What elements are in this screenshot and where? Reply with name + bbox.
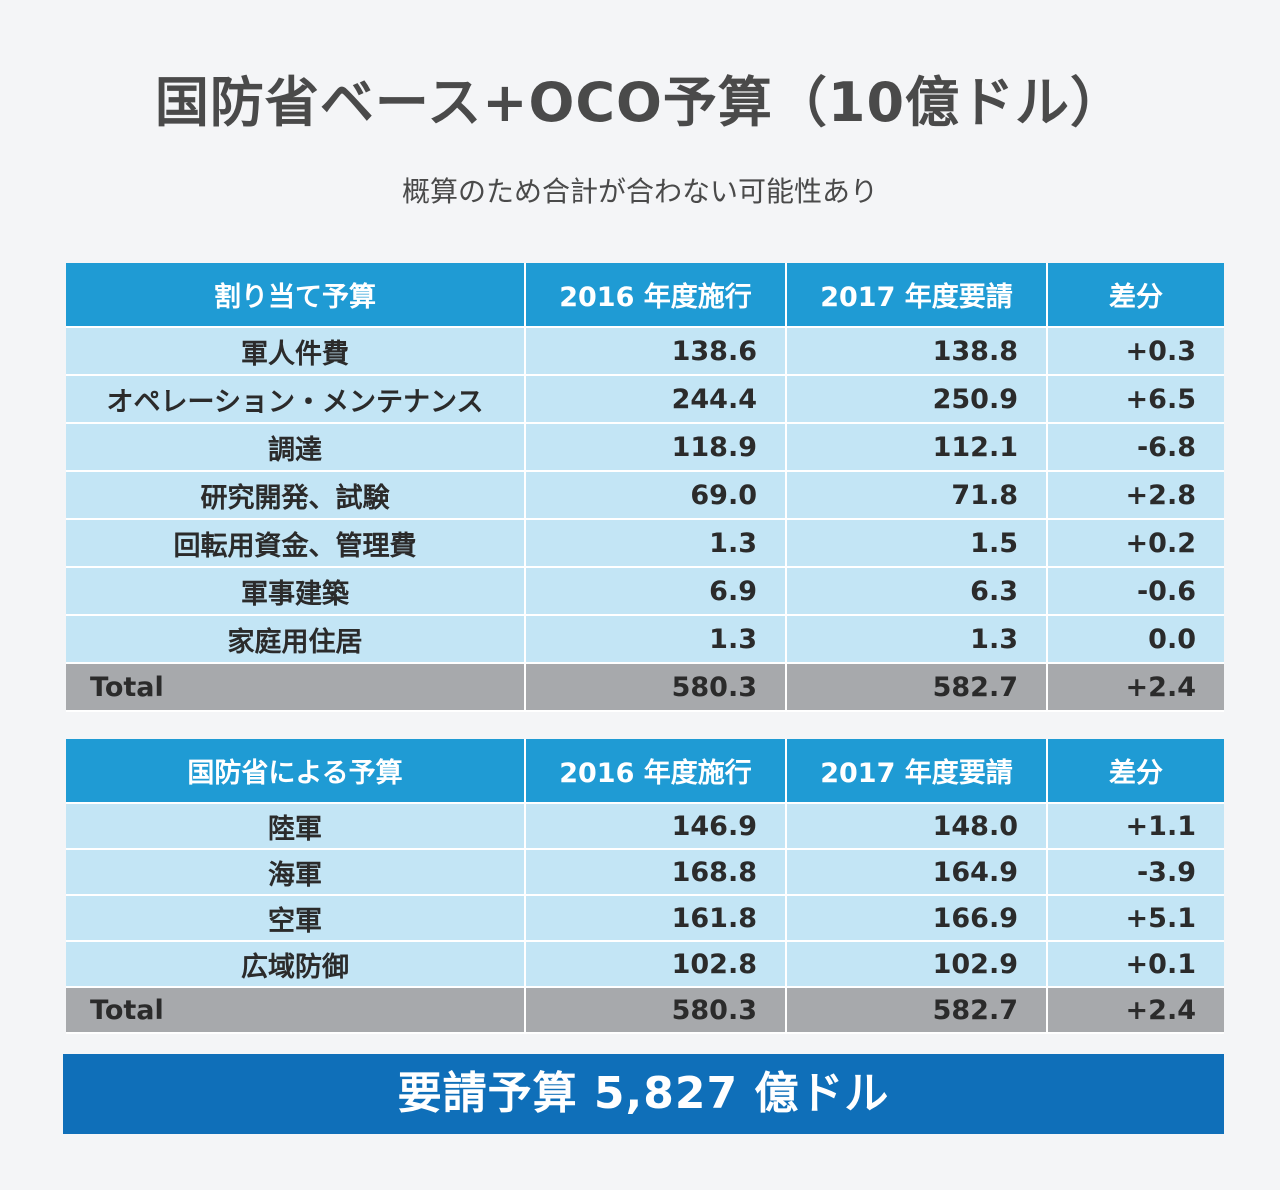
fy2017-value: 1.5 <box>785 518 1048 568</box>
difference-value: +0.1 <box>1046 940 1224 988</box>
fy2016-value: 168.8 <box>524 848 787 896</box>
row-label: 家庭用住居 <box>66 614 526 664</box>
fy2016-value: 69.0 <box>524 470 787 520</box>
table-row: 調達 118.9 112.1 -6.8 <box>66 422 1224 472</box>
header-category: 国防省による予算 <box>66 739 526 803</box>
fy2017-value: 1.3 <box>785 614 1048 664</box>
total-label: Total <box>66 662 526 712</box>
row-label: 研究開発、試験 <box>66 470 526 520</box>
page-title: 国防省ベース+OCO予算（10億ドル） <box>154 71 1126 134</box>
fy2016-value: 138.6 <box>524 326 787 376</box>
header-fy2017: 2017 年度要請 <box>785 263 1048 327</box>
fy2017-value: 102.9 <box>785 940 1048 988</box>
table-row: 空軍 161.8 166.9 +5.1 <box>66 894 1224 942</box>
difference-value: +0.2 <box>1046 518 1224 568</box>
fy2016-value: 161.8 <box>524 894 787 942</box>
total-fy2017: 582.7 <box>785 662 1048 712</box>
table-header-row: 国防省による予算 2016 年度施行 2017 年度要請 差分 <box>66 739 1224 803</box>
fy2017-value: 250.9 <box>785 374 1048 424</box>
fy2016-value: 146.9 <box>524 802 787 850</box>
difference-value: -6.8 <box>1046 422 1224 472</box>
total-difference: +2.4 <box>1046 986 1224 1034</box>
table-row: 海軍 168.8 164.9 -3.9 <box>66 848 1224 896</box>
row-label: 陸軍 <box>66 802 526 850</box>
row-label: 回転用資金、管理費 <box>66 518 526 568</box>
table-header-row: 割り当て予算 2016 年度施行 2017 年度要請 差分 <box>66 263 1224 327</box>
fy2017-value: 166.9 <box>785 894 1048 942</box>
fy2017-value: 164.9 <box>785 848 1048 896</box>
fy2017-value: 148.0 <box>785 802 1048 850</box>
header-difference: 差分 <box>1046 263 1224 327</box>
table-row: 軍事建築 6.9 6.3 -0.6 <box>66 566 1224 616</box>
header-category: 割り当て予算 <box>66 263 526 327</box>
total-row: Total 580.3 582.7 +2.4 <box>66 662 1224 712</box>
difference-value: +5.1 <box>1046 894 1224 942</box>
row-label: 海軍 <box>66 848 526 896</box>
page-subtitle: 概算のため合計が合わない可能性あり <box>401 175 878 208</box>
header-difference: 差分 <box>1046 739 1224 803</box>
fy2017-value: 6.3 <box>785 566 1048 616</box>
total-fy2016: 580.3 <box>524 662 787 712</box>
total-difference: +2.4 <box>1046 662 1224 712</box>
difference-value: +1.1 <box>1046 802 1224 850</box>
fy2016-value: 6.9 <box>524 566 787 616</box>
difference-value: 0.0 <box>1046 614 1224 664</box>
difference-value: -3.9 <box>1046 848 1224 896</box>
header-fy2016: 2016 年度施行 <box>524 739 787 803</box>
department-budget-table: 国防省による予算 2016 年度施行 2017 年度要請 差分 陸軍 146.9… <box>66 739 1224 1034</box>
table-row: 広域防御 102.8 102.9 +0.1 <box>66 940 1224 988</box>
row-label: 軍事建築 <box>66 566 526 616</box>
difference-value: -0.6 <box>1046 566 1224 616</box>
table-row: 研究開発、試験 69.0 71.8 +2.8 <box>66 470 1224 520</box>
table-row: オペレーション・メンテナンス 244.4 250.9 +6.5 <box>66 374 1224 424</box>
table-row: 軍人件費 138.6 138.8 +0.3 <box>66 326 1224 376</box>
row-label: 調達 <box>66 422 526 472</box>
fy2016-value: 102.8 <box>524 940 787 988</box>
row-label: 広域防御 <box>66 940 526 988</box>
fy2017-value: 71.8 <box>785 470 1048 520</box>
difference-value: +6.5 <box>1046 374 1224 424</box>
difference-value: +0.3 <box>1046 326 1224 376</box>
header-fy2016: 2016 年度施行 <box>524 263 787 327</box>
fy2016-value: 1.3 <box>524 614 787 664</box>
fy2016-value: 1.3 <box>524 518 787 568</box>
allocation-budget-table: 割り当て予算 2016 年度施行 2017 年度要請 差分 軍人件費 138.6… <box>66 263 1224 712</box>
table-row: 回転用資金、管理費 1.3 1.5 +0.2 <box>66 518 1224 568</box>
total-label: Total <box>66 986 526 1034</box>
total-row: Total 580.3 582.7 +2.4 <box>66 986 1224 1034</box>
total-fy2016: 580.3 <box>524 986 787 1034</box>
fy2017-value: 138.8 <box>785 326 1048 376</box>
total-fy2017: 582.7 <box>785 986 1048 1034</box>
fy2016-value: 244.4 <box>524 374 787 424</box>
row-label: オペレーション・メンテナンス <box>66 374 526 424</box>
requested-budget-banner: 要請予算 5,827 億ドル <box>63 1054 1224 1134</box>
header-fy2017: 2017 年度要請 <box>785 739 1048 803</box>
fy2017-value: 112.1 <box>785 422 1048 472</box>
table-row: 陸軍 146.9 148.0 +1.1 <box>66 802 1224 850</box>
row-label: 軍人件費 <box>66 326 526 376</box>
row-label: 空軍 <box>66 894 526 942</box>
fy2016-value: 118.9 <box>524 422 787 472</box>
table-row: 家庭用住居 1.3 1.3 0.0 <box>66 614 1224 664</box>
difference-value: +2.8 <box>1046 470 1224 520</box>
